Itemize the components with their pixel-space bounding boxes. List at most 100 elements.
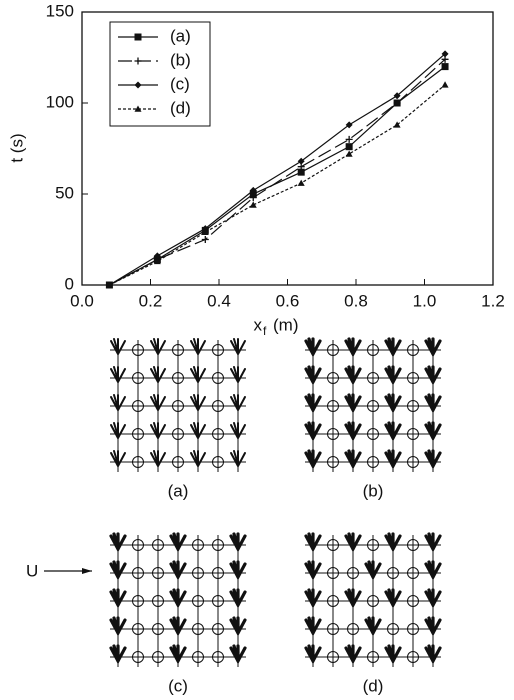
x-axis-label-sub: f: [263, 324, 267, 338]
cylinder-symbol: [367, 651, 379, 663]
cylinder-symbol: [407, 651, 419, 663]
cylinder-symbol: [407, 623, 419, 635]
plant-symbol: [424, 644, 442, 665]
plant-symbol: [229, 532, 247, 553]
plant-symbol: [110, 394, 126, 413]
cylinder-symbol: [327, 428, 339, 440]
plant-symbol: [230, 338, 246, 357]
legend-label: (b): [170, 50, 191, 69]
marker: [201, 236, 209, 243]
marker: [249, 194, 257, 202]
cylinder-symbol: [347, 567, 359, 579]
array-schematic: [304, 532, 442, 667]
x-tick-label: 0.6: [276, 291, 300, 310]
plant-symbol: [150, 422, 166, 441]
cylinder-symbol: [407, 344, 419, 356]
plant-symbol: [229, 644, 247, 665]
cylinder-symbol: [407, 428, 419, 440]
marker: [393, 121, 401, 128]
plant-symbol: [230, 366, 246, 385]
plant-symbol: [229, 588, 247, 609]
cylinder-symbol: [172, 400, 184, 412]
plant-symbol: [384, 393, 402, 414]
marker: [297, 168, 305, 176]
cylinder-symbol: [367, 539, 379, 551]
cylinder-symbol: [152, 595, 164, 607]
plant-symbol: [109, 560, 127, 581]
cylinder-symbol: [212, 456, 224, 468]
cylinder-symbol: [407, 372, 419, 384]
plant-symbol: [190, 366, 206, 385]
legend-label: (d): [170, 98, 191, 117]
cylinder-symbol: [407, 456, 419, 468]
plant-symbol: [384, 644, 402, 665]
cylinder-symbol: [327, 567, 339, 579]
flow-arrow: [44, 568, 92, 574]
plant-symbol: [230, 394, 246, 413]
plant-symbol: [169, 588, 187, 609]
cylinder-symbol: [212, 651, 224, 663]
cylinder-symbol: [367, 372, 379, 384]
plant-symbol: [110, 366, 126, 385]
cylinder-symbol: [212, 344, 224, 356]
plant-symbol: [169, 532, 187, 553]
plant-symbol: [190, 450, 206, 469]
plant-symbol: [344, 393, 362, 414]
y-tick-label: 100: [46, 92, 74, 111]
cylinder-symbol: [407, 567, 419, 579]
cylinder-symbol: [132, 539, 144, 551]
plant-symbol: [110, 450, 126, 469]
marker: [201, 228, 209, 236]
plant-symbol: [169, 616, 187, 637]
plant-symbol: [150, 366, 166, 385]
marker: [345, 121, 353, 129]
x-tick-label: 0.2: [139, 291, 163, 310]
x-axis-label: x: [254, 315, 263, 334]
plant-symbol: [364, 560, 382, 581]
cylinder-symbol: [327, 400, 339, 412]
series-line: [109, 53, 446, 286]
cylinder-symbol: [152, 651, 164, 663]
x-tick-label: 1.0: [413, 291, 437, 310]
y-tick-label: 150: [46, 1, 74, 20]
plant-symbol: [344, 532, 362, 553]
cylinder-symbol: [132, 428, 144, 440]
array-schematic: [110, 338, 246, 472]
plant-symbol: [384, 365, 402, 386]
plant-symbol: [169, 560, 187, 581]
plant-symbol: [229, 560, 247, 581]
plant-symbol: [424, 449, 442, 470]
plant-symbol: [109, 616, 127, 637]
cylinder-symbol: [407, 595, 419, 607]
marker: [441, 81, 449, 88]
cylinder-symbol: [192, 623, 204, 635]
plant-symbol: [424, 393, 442, 414]
plant-symbol: [384, 421, 402, 442]
cylinder-symbol: [327, 595, 339, 607]
plant-symbol: [424, 337, 442, 358]
cylinder-symbol: [407, 400, 419, 412]
plant-symbol: [190, 394, 206, 413]
plant-symbol: [109, 532, 127, 553]
cylinder-symbol: [132, 344, 144, 356]
plant-symbol: [344, 449, 362, 470]
plant-symbol: [150, 450, 166, 469]
legend-box: [109, 21, 211, 127]
cylinder-symbol: [212, 428, 224, 440]
cylinder-symbol: [172, 428, 184, 440]
plant-symbol: [344, 421, 362, 442]
cylinder-symbol: [367, 428, 379, 440]
cylinder-symbol: [172, 372, 184, 384]
legend-marker: [134, 33, 142, 41]
cylinder-symbol: [212, 595, 224, 607]
plant-symbol: [424, 421, 442, 442]
plant-symbol: [364, 616, 382, 637]
array-label: (b): [363, 481, 384, 500]
cylinder-symbol: [327, 456, 339, 468]
marker: [345, 135, 353, 143]
plant-symbol: [384, 532, 402, 553]
cylinder-symbol: [132, 595, 144, 607]
plant-symbol: [304, 449, 322, 470]
marker: [153, 252, 161, 260]
